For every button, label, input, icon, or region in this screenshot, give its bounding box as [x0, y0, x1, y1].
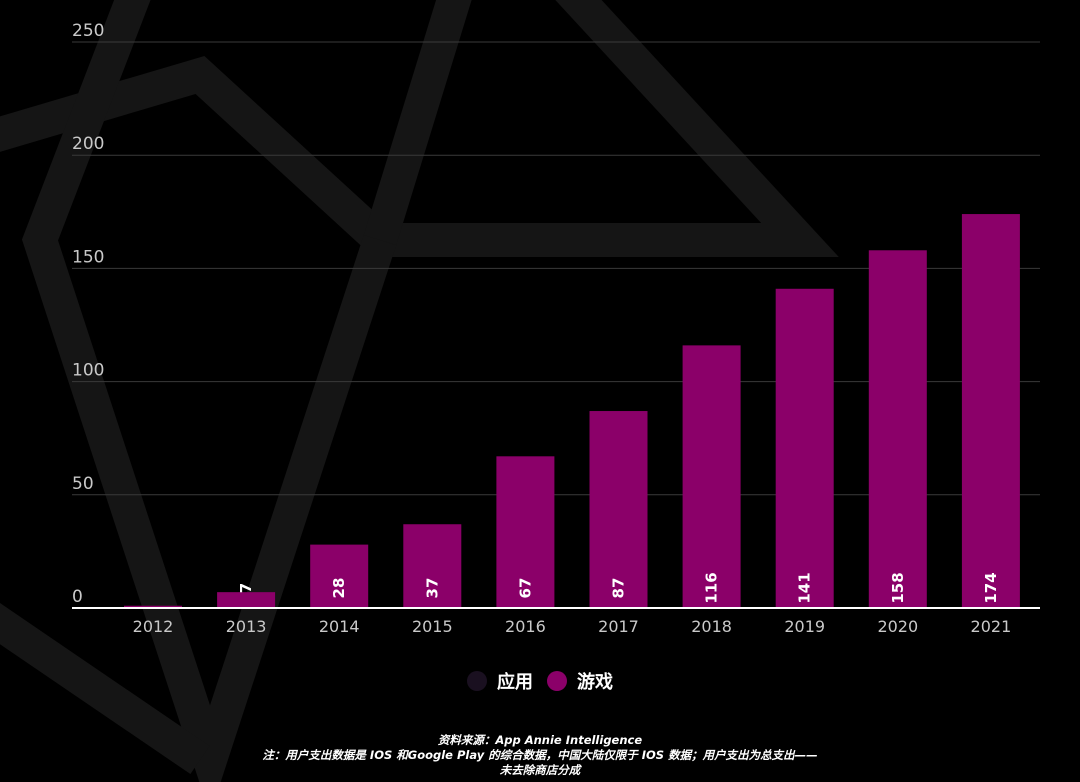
- x-tick-label: 2017: [598, 617, 639, 636]
- bar-value-label: 174: [982, 572, 1000, 603]
- y-tick-label: 0: [72, 587, 83, 607]
- x-tick-label: 2019: [784, 617, 825, 636]
- x-tick-label: 2013: [226, 617, 267, 636]
- bar-games-2014: [310, 544, 369, 608]
- bar-games-2018: [682, 345, 741, 608]
- x-tick-label: 2018: [691, 617, 732, 636]
- y-tick-label: 250: [72, 21, 104, 41]
- bar-value-label: 158: [889, 572, 907, 603]
- bar-value-label: 116: [703, 572, 721, 603]
- bar-games-2016: [496, 456, 555, 608]
- y-tick-label: 200: [72, 134, 104, 154]
- x-axis-category-labels: 2012 2013 2014 2015 2016 2017 2018 2019 2020 2021: [133, 617, 1012, 636]
- y-tick-label: 150: [72, 247, 104, 267]
- bars: [124, 214, 1020, 608]
- bar-value-label: 141: [796, 572, 814, 603]
- bar-value-label: 7: [237, 583, 255, 593]
- legend-label-apps: 应用: [497, 672, 533, 693]
- y-tick-label: 100: [72, 361, 104, 381]
- bar-games-2021: [961, 214, 1020, 608]
- bar-value-label: 37: [423, 578, 441, 599]
- x-tick-label: 2014: [319, 617, 360, 636]
- bar-games-2013: [217, 592, 276, 608]
- legend: 应用 游戏: [0, 668, 1080, 694]
- x-tick-label: 2021: [971, 617, 1012, 636]
- bar-value-label: 67: [516, 578, 534, 599]
- y-axis-tick-labels: 0 50 100 150 200 250: [72, 21, 104, 607]
- x-tick-label: 2012: [133, 617, 174, 636]
- note-line-continued: 未去除商店分成: [499, 763, 581, 777]
- x-tick-label: 2020: [877, 617, 918, 636]
- bar-games-2012: [124, 605, 182, 608]
- legend-item-apps: 应用: [467, 668, 533, 694]
- source-line: 资料来源：App Annie Intelligence: [437, 733, 643, 747]
- bar-games-2020: [868, 250, 927, 608]
- bar-value-labels: 7 28 37 67 87 116 141 158 174: [237, 572, 1000, 603]
- y-tick-label: 50: [72, 474, 94, 494]
- bar-games-2017: [589, 411, 648, 608]
- source-note: 资料来源：App Annie Intelligence 注：用户支出数据是 IO…: [0, 733, 1080, 778]
- legend-swatch-games: [547, 671, 567, 691]
- legend-label-games: 游戏: [577, 672, 613, 693]
- bar-value-label: 87: [610, 578, 628, 599]
- x-tick-label: 2015: [412, 617, 453, 636]
- note-line: 注：用户支出数据是 IOS 和Google Play 的综合数据，中国大陆仅限于…: [262, 748, 818, 762]
- legend-swatch-apps: [467, 671, 487, 691]
- bar-value-label: 28: [330, 578, 348, 599]
- bar-games-2015: [403, 524, 462, 608]
- legend-item-games: 游戏: [547, 668, 613, 694]
- x-tick-label: 2016: [505, 617, 546, 636]
- bar-games-2019: [775, 288, 834, 608]
